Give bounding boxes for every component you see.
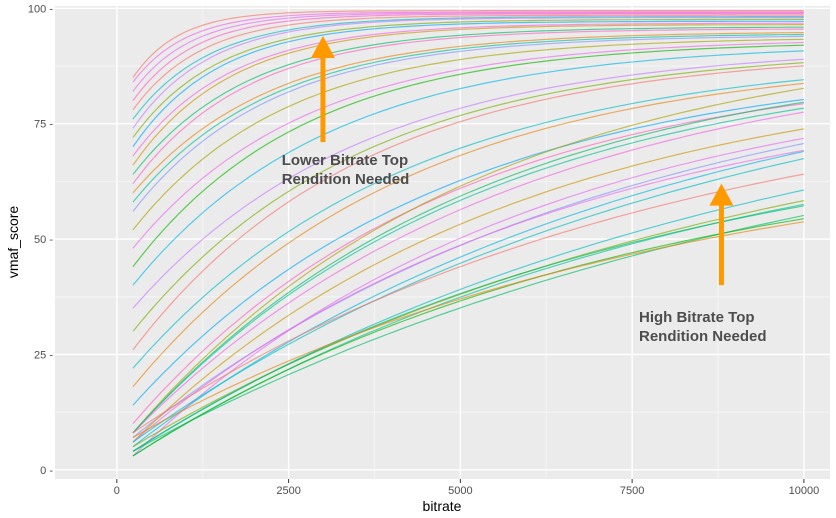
- y-tick-label: 50 -: [34, 234, 53, 246]
- y-tick-label: 25 -: [34, 349, 53, 361]
- series-line-8: [132, 18, 804, 138]
- series-line-19: [132, 44, 804, 268]
- series-line-7: [132, 17, 804, 129]
- series-line-17: [132, 38, 804, 231]
- annotation-2-line-1: High Bitrate Top: [639, 309, 755, 326]
- annotation-1-line-2: Rendition Needed: [282, 171, 410, 188]
- y-axis: 0 - 25 - 50 - 75 - 100 -: [28, 3, 53, 476]
- y-tick-label: 75 -: [34, 119, 53, 131]
- series-line-12: [132, 26, 804, 175]
- annotations: Lower Bitrate Top Rendition Needed High Bi…: [282, 152, 767, 345]
- series-line-15: [132, 33, 804, 203]
- x-tick-label: 10000: [789, 485, 820, 497]
- series-line-29: [132, 87, 804, 434]
- series-line-35: [132, 150, 805, 448]
- series-line-26: [132, 98, 804, 406]
- y-tick-label: 0 -: [40, 465, 53, 477]
- series-line-25: [132, 82, 804, 388]
- series-line-4: [132, 13, 804, 101]
- series-line-9: [132, 20, 804, 148]
- series-line-45: [132, 221, 804, 439]
- series-line-10: [132, 22, 804, 157]
- series-lines: [132, 10, 805, 457]
- series-line-5: [132, 14, 804, 111]
- series-line-3: [132, 12, 804, 92]
- series-line-14: [132, 32, 804, 194]
- series-line-21: [132, 58, 804, 309]
- series-line-23: [132, 65, 804, 351]
- series-line-30: [132, 111, 805, 434]
- annotation-1-line-1: Lower Bitrate Top: [282, 152, 408, 169]
- arrow-head-1: [310, 35, 335, 58]
- x-axis: 0 2500 5000 7500 10000: [114, 479, 819, 497]
- series-line-16: [132, 35, 804, 212]
- x-tick-label: 7500: [620, 485, 644, 497]
- series-line-1: [132, 10, 804, 78]
- series-line-34: [132, 149, 805, 443]
- series-line-32: [132, 107, 804, 434]
- y-axis-title: vmaf_score: [5, 206, 21, 279]
- x-tick-label: 2500: [276, 485, 300, 497]
- series-line-36: [132, 137, 805, 457]
- annotation-arrows: [310, 35, 734, 286]
- series-line-37: [132, 158, 805, 443]
- series-line-27: [132, 103, 804, 424]
- series-line-33: [132, 128, 805, 443]
- series-line-11: [132, 24, 804, 166]
- series-line-6: [132, 16, 804, 120]
- series-line-22: [132, 62, 804, 332]
- series-line-20: [132, 50, 804, 286]
- arrow-head-2: [709, 183, 734, 206]
- series-line-44: [132, 218, 804, 457]
- series-line-24: [132, 79, 804, 369]
- y-tick-label: 100 -: [28, 3, 53, 15]
- series-line-2: [132, 11, 804, 83]
- x-tick-label: 0: [114, 485, 120, 497]
- series-line-41: [132, 214, 805, 452]
- series-line-39: [132, 173, 805, 434]
- series-line-18: [132, 41, 804, 249]
- annotation-2-line-2: Rendition Needed: [639, 328, 767, 345]
- series-line-13: [132, 28, 804, 185]
- x-axis-title: bitrate: [423, 498, 462, 514]
- x-tick-label: 5000: [448, 485, 472, 497]
